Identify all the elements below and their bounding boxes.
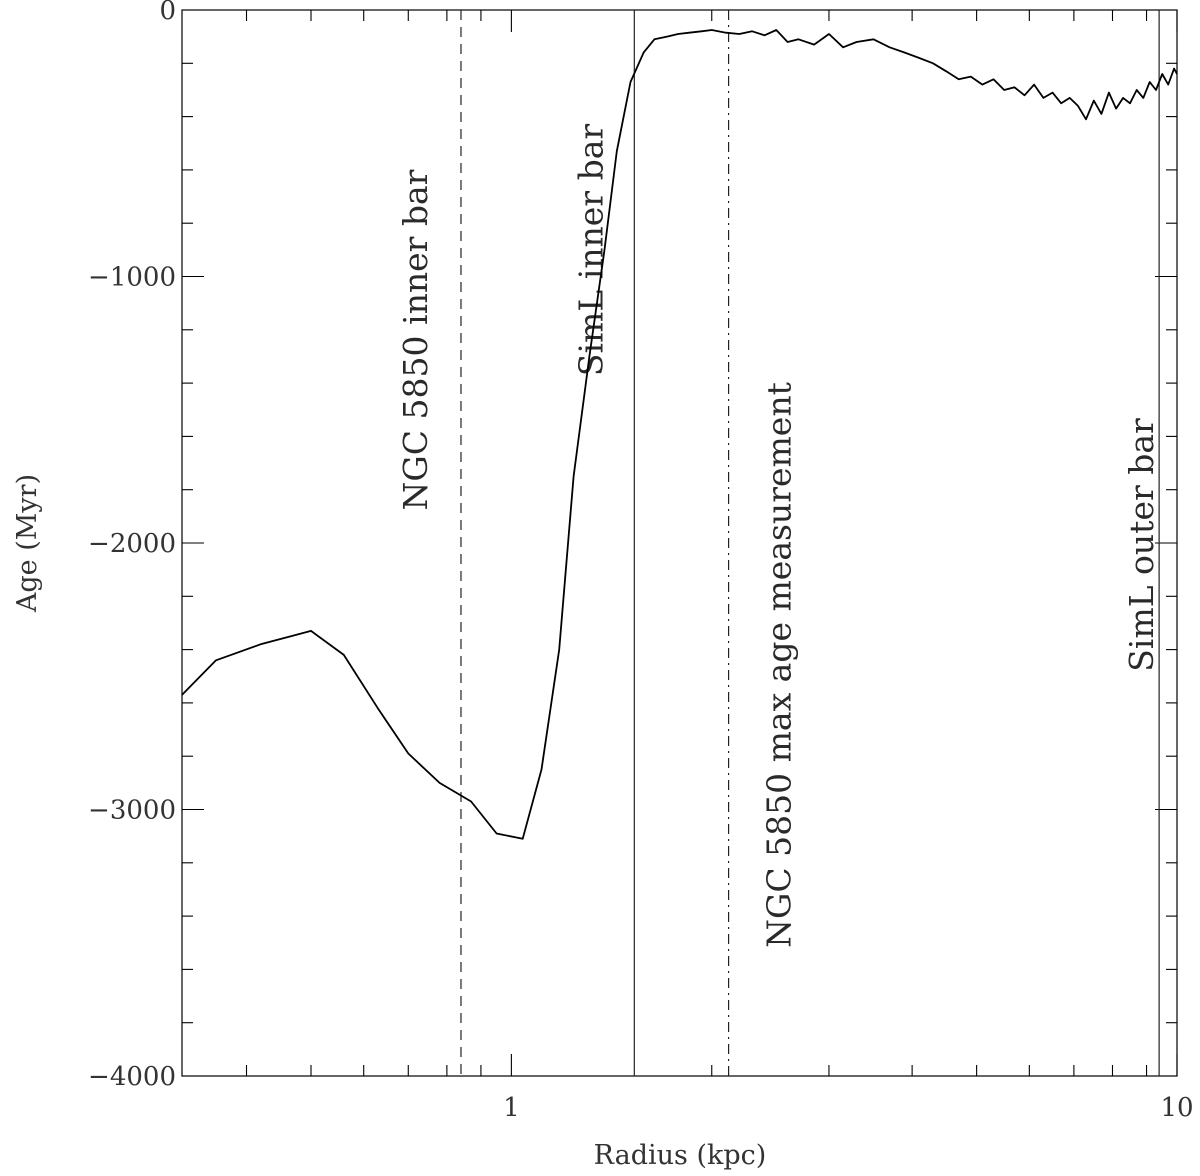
series-line (181, 29, 1178, 840)
x-tick-label: 10 (1160, 1093, 1193, 1123)
reference-line-label: NGC 5850 max age measurement (760, 382, 799, 948)
x-axis-title: Radius (kpc) (594, 1140, 767, 1171)
y-tick-label: −3000 (88, 796, 176, 826)
reference-line-label: NGC 5850 inner bar (396, 169, 435, 510)
y-tick-label: −1000 (88, 263, 176, 293)
series-group (181, 29, 1178, 840)
plot-frame (181, 9, 1178, 1077)
tick-labels: 1 10 0 −1000 −2000 −3000 −4000 (88, 0, 1194, 1123)
y-axis-title: Age (Myr) (12, 474, 43, 613)
x-tick-label: 1 (503, 1093, 520, 1123)
axis-ticks (182, 9, 1178, 1077)
y-tick-label: −4000 (88, 1062, 176, 1092)
reference-line-label: SimL outer bar (1122, 418, 1161, 672)
y-tick-label: −2000 (88, 529, 176, 559)
y-tick-label: 0 (159, 0, 176, 26)
